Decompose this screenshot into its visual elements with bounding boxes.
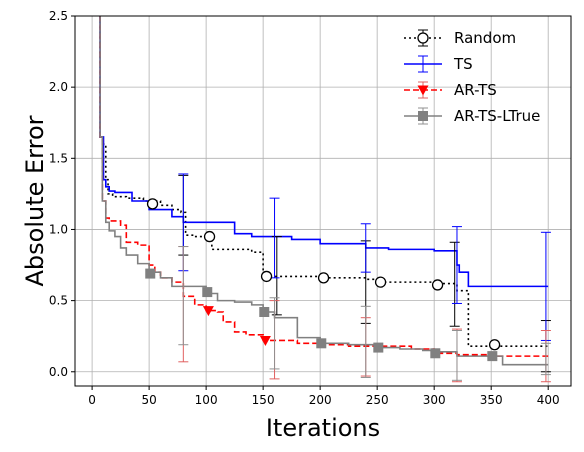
y-tick-label: 2.0	[49, 80, 68, 94]
grid	[75, 15, 571, 386]
series-line-ar-ts-ltrue	[99, 16, 549, 366]
data-point-ar-ts-ltrue	[259, 307, 270, 317]
data-point-ar-ts-ltrue	[202, 287, 213, 298]
data-point-random	[317, 272, 330, 284]
legend-swatch-marker	[418, 111, 428, 121]
y-tick-label: 0.5	[49, 294, 68, 308]
legend-entry-random: Random	[404, 29, 516, 47]
legend-swatch-marker	[417, 85, 429, 96]
legend-label: AR-TS	[454, 81, 497, 99]
x-tick-label: 0	[88, 393, 96, 407]
legend-swatch-marker	[417, 32, 429, 44]
legend: Random TS AR-TS AR-TS-LTrue	[404, 29, 540, 125]
legend-entry-ar-ts: AR-TS	[404, 81, 497, 99]
data-point-ar-ts	[259, 335, 271, 346]
x-tick-label: 250	[366, 393, 389, 407]
data-point-random	[260, 270, 273, 283]
x-tick-label: 400	[537, 393, 560, 407]
errorbar-layer	[178, 173, 551, 383]
legend-label: TS	[453, 55, 473, 73]
data-point-ar-ts-ltrue	[145, 268, 156, 279]
data-point-ar-ts-ltrue	[430, 348, 441, 359]
x-tick-label: 200	[309, 393, 332, 407]
x-axis-title: Iterations	[266, 414, 380, 442]
data-point-random	[431, 279, 444, 291]
data-point-random	[374, 276, 387, 288]
plot-frame	[74, 15, 572, 387]
y-axis-title: Absolute Error	[21, 115, 49, 286]
data-point-random	[146, 198, 159, 210]
x-tick-label: 300	[423, 393, 446, 407]
legend-label: Random	[454, 29, 516, 47]
y-tick-label: 0.0	[49, 365, 68, 379]
series-line-ar-ts	[99, 16, 549, 357]
legend-entry-ar-ts-ltrue: AR-TS-LTrue	[404, 107, 540, 125]
marker-layer	[145, 198, 501, 362]
data-point-ar-ts-ltrue	[487, 351, 498, 362]
y-tick-label: 1.0	[49, 222, 68, 236]
y-tick-label: 2.5	[49, 9, 68, 23]
data-point-ar-ts-ltrue	[373, 342, 384, 353]
data-point-ar-ts	[202, 306, 214, 317]
x-tick-label: 150	[252, 393, 275, 407]
series-layer	[99, 16, 549, 366]
series-line-ts	[99, 16, 549, 288]
x-tick-label: 100	[195, 393, 218, 407]
data-point-ar-ts-ltrue	[316, 338, 327, 349]
tick-labels: 0 50 100 150 200 250 300 350 400 0.0 0.5 1.0 1.5 2.0 2…	[49, 9, 560, 407]
x-tick-label: 350	[480, 393, 503, 407]
x-tick-label: 50	[141, 393, 156, 407]
y-tick-label: 1.5	[49, 151, 68, 165]
data-point-random	[488, 339, 501, 351]
series-line-random	[99, 16, 549, 347]
legend-label: AR-TS-LTrue	[454, 107, 540, 125]
legend-entry-ts: TS	[404, 55, 473, 73]
data-point-random	[203, 230, 216, 243]
